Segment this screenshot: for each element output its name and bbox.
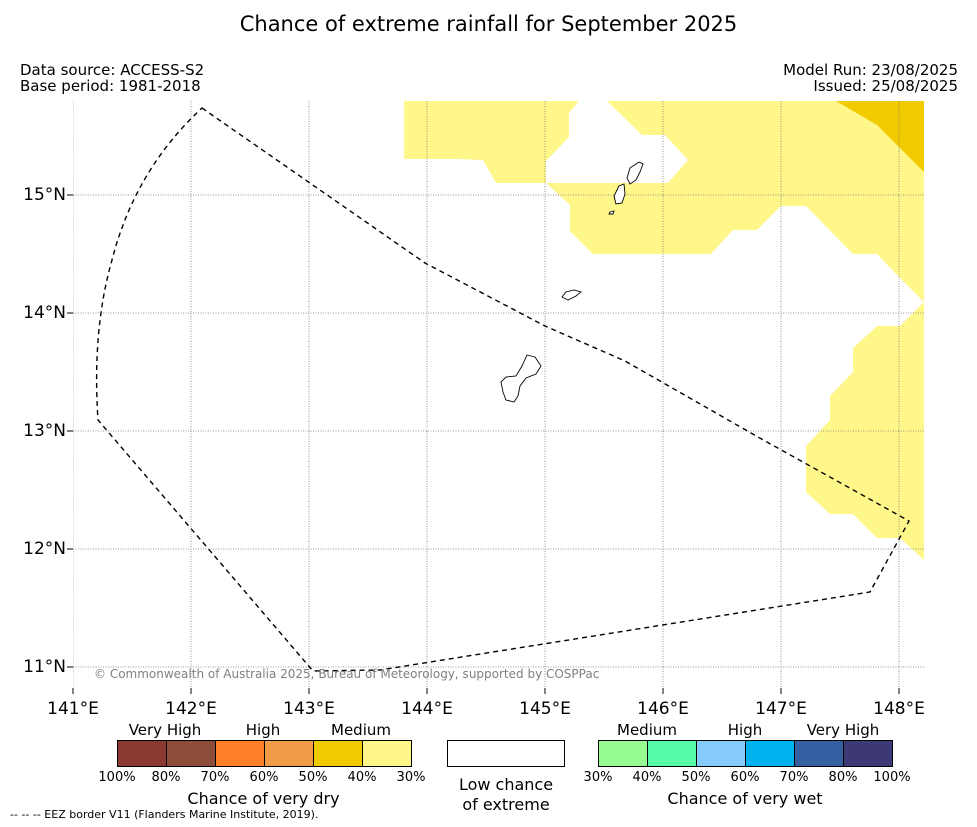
x-tick-label: 148°E bbox=[873, 699, 925, 719]
dry-tick-label: 60% bbox=[249, 770, 279, 785]
wet-category-very-high: Very High bbox=[806, 721, 880, 739]
wet-swatch-2 bbox=[696, 740, 746, 767]
islands bbox=[500, 161, 644, 403]
low-chance-swatch bbox=[447, 740, 565, 767]
low-chance-label-2: of extreme bbox=[462, 795, 550, 814]
y-tick-label: 14°N bbox=[23, 303, 66, 323]
x-tick-label: 141°E bbox=[47, 699, 99, 719]
base-period-label: Base period: 1981-2018 bbox=[20, 77, 201, 95]
wet-tick-label: 70% bbox=[779, 770, 809, 785]
dry-tick-label: 100% bbox=[98, 770, 136, 785]
wet-category-medium: Medium bbox=[617, 721, 677, 739]
dry-swatch-0 bbox=[117, 740, 167, 767]
wet-tick-label: 80% bbox=[828, 770, 858, 785]
map-grid bbox=[73, 101, 924, 688]
wet-tick-label: 60% bbox=[730, 770, 760, 785]
dry-tick-label: 30% bbox=[396, 770, 426, 785]
issued-label: Issued: 25/08/2025 bbox=[813, 77, 958, 95]
eez-border bbox=[95, 107, 910, 672]
dry-swatch-5 bbox=[362, 740, 412, 767]
dry-tick-label: 70% bbox=[200, 770, 230, 785]
low-chance-label-1: Low chance bbox=[458, 775, 554, 794]
x-tick-label: 143°E bbox=[283, 699, 335, 719]
wet-tick-label: 100% bbox=[873, 770, 911, 785]
wet-tick-label: 30% bbox=[583, 770, 613, 785]
data-source-label: Data source: ACCESS-S2 bbox=[20, 61, 205, 79]
wet-colorbar-label: Chance of very wet bbox=[667, 789, 823, 808]
wet-swatch-4 bbox=[794, 740, 844, 767]
chart-title: Chance of extreme rainfall for September… bbox=[239, 12, 738, 36]
dry-category-very-high: Very High bbox=[128, 721, 202, 739]
aguijan-island bbox=[608, 210, 615, 215]
y-tick-label: 15°N bbox=[23, 185, 66, 205]
y-tick-label: 11°N bbox=[23, 657, 66, 677]
forecast-map bbox=[67, 101, 924, 694]
medium-dry-region bbox=[404, 101, 924, 560]
wet-tick-label: 40% bbox=[632, 770, 662, 785]
tinian-island bbox=[613, 183, 626, 205]
x-tick-label: 147°E bbox=[755, 699, 807, 719]
wet-swatch-1 bbox=[647, 740, 697, 767]
eez-footnote: -- -- -- EEZ border V11 (Flanders Marine… bbox=[10, 808, 319, 821]
rota-island bbox=[561, 289, 582, 301]
dry-swatch-4 bbox=[313, 740, 363, 767]
dry-colorbar-label: Chance of very dry bbox=[187, 789, 340, 808]
dry-tick-label: 50% bbox=[298, 770, 328, 785]
wet-tick-label: 50% bbox=[681, 770, 711, 785]
saipan-island bbox=[626, 161, 644, 185]
dry-swatch-1 bbox=[166, 740, 216, 767]
dry-tick-label: 80% bbox=[151, 770, 181, 785]
wet-swatch-5 bbox=[843, 740, 893, 767]
wet-swatch-3 bbox=[745, 740, 795, 767]
x-tick-label: 142°E bbox=[165, 699, 217, 719]
y-tick-label: 12°N bbox=[23, 539, 66, 559]
y-tick-label: 13°N bbox=[23, 421, 66, 441]
dry-category-high: High bbox=[245, 721, 281, 739]
x-tick-label: 146°E bbox=[637, 699, 689, 719]
dry-swatch-3 bbox=[264, 740, 314, 767]
x-tick-label: 145°E bbox=[519, 699, 571, 719]
dry-category-medium: Medium bbox=[331, 721, 391, 739]
wet-category-high: High bbox=[727, 721, 763, 739]
x-tick-label: 144°E bbox=[401, 699, 453, 719]
guam-island bbox=[500, 354, 542, 403]
model-run-label: Model Run: 23/08/2025 bbox=[783, 61, 958, 79]
higher-dry-region bbox=[836, 101, 924, 172]
axis-ticks bbox=[67, 194, 900, 694]
dry-swatch-2 bbox=[215, 740, 265, 767]
wet-swatch-0 bbox=[598, 740, 648, 767]
copyright-notice: © Commonwealth of Australia 2025, Bureau… bbox=[94, 667, 600, 681]
dry-tick-label: 40% bbox=[347, 770, 377, 785]
